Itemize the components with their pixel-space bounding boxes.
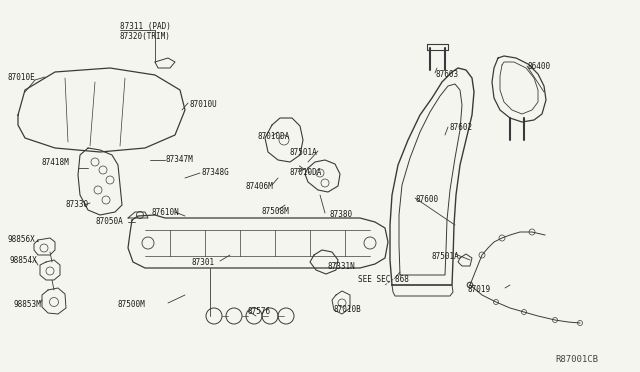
Text: R87001CB: R87001CB bbox=[555, 355, 598, 364]
Text: 87019: 87019 bbox=[467, 285, 490, 294]
Text: 87418M: 87418M bbox=[42, 158, 70, 167]
Text: 87010U: 87010U bbox=[190, 100, 218, 109]
Text: 87050A: 87050A bbox=[95, 217, 123, 226]
Text: 87010B: 87010B bbox=[334, 305, 362, 314]
Text: 87010DA: 87010DA bbox=[290, 168, 323, 177]
Text: 87380: 87380 bbox=[330, 210, 353, 219]
Text: 87610N: 87610N bbox=[152, 208, 180, 217]
Text: 87311 (PAD): 87311 (PAD) bbox=[120, 22, 171, 31]
Text: 87500M: 87500M bbox=[118, 300, 146, 309]
Text: 87406M: 87406M bbox=[245, 182, 273, 191]
Text: SEE SEC 868: SEE SEC 868 bbox=[358, 275, 409, 284]
Text: 87010DA: 87010DA bbox=[258, 132, 291, 141]
Text: 87602: 87602 bbox=[450, 123, 473, 132]
Text: 98854X: 98854X bbox=[10, 256, 38, 265]
Text: 98856X: 98856X bbox=[8, 235, 36, 244]
Text: 87010E: 87010E bbox=[8, 73, 36, 82]
Text: 87600: 87600 bbox=[415, 195, 438, 204]
Text: 87301: 87301 bbox=[192, 258, 215, 267]
Text: 87501A: 87501A bbox=[290, 148, 317, 157]
Text: 87331N: 87331N bbox=[328, 262, 356, 271]
Text: 98853M: 98853M bbox=[14, 300, 42, 309]
Text: 86400: 86400 bbox=[528, 62, 551, 71]
Text: 87508M: 87508M bbox=[262, 207, 290, 216]
Text: 87576: 87576 bbox=[248, 307, 271, 316]
Text: 87348G: 87348G bbox=[202, 168, 230, 177]
Text: 87320(TRIM): 87320(TRIM) bbox=[120, 32, 171, 41]
Text: 87330: 87330 bbox=[65, 200, 88, 209]
Text: 87347M: 87347M bbox=[166, 155, 194, 164]
Text: 87603: 87603 bbox=[436, 70, 459, 79]
Text: 87501A: 87501A bbox=[432, 252, 460, 261]
